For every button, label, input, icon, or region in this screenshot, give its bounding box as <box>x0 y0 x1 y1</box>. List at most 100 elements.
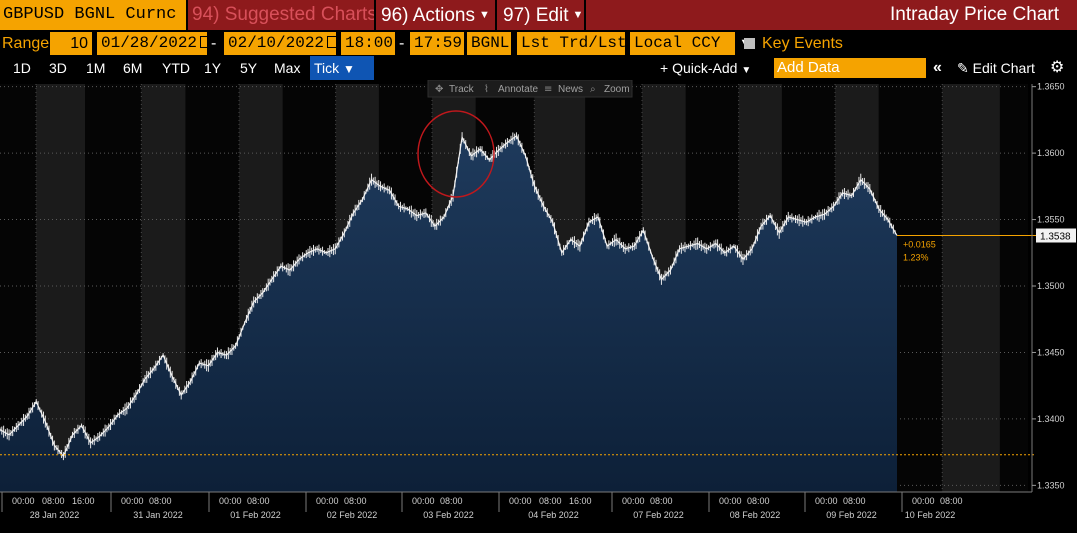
x-date-label: 04 Feb 2022 <box>528 510 579 520</box>
date-dash: - <box>211 35 217 52</box>
x-time-label: 00:00 <box>912 496 935 506</box>
divider <box>584 0 586 30</box>
add-data-input[interactable]: Add Data <box>774 58 926 78</box>
pencil-icon: ✎ <box>957 60 969 76</box>
x-date-label: 01 Feb 2022 <box>230 510 281 520</box>
settings-row: Range 10 01/28/2022 - 02/10/2022 18:00 -… <box>0 32 1077 55</box>
divider <box>186 0 188 30</box>
period-tab-max[interactable]: Max <box>274 60 301 76</box>
annotation-circle[interactable] <box>417 110 495 198</box>
x-time-label: 00:00 <box>509 496 532 506</box>
x-time-label: 08:00 <box>247 496 270 506</box>
x-date-label: 28 Jan 2022 <box>30 510 80 520</box>
edit-chart-label: Edit Chart <box>972 60 1035 76</box>
y-tick-label: 1.3600 <box>1037 148 1065 158</box>
x-time-label: 08:00 <box>650 496 673 506</box>
currency-select[interactable]: Local CCY <box>630 32 735 55</box>
price-area <box>0 135 897 493</box>
price-line <box>0 134 898 458</box>
x-time-label: 08:00 <box>42 496 65 506</box>
divider <box>495 0 497 30</box>
x-time-label: 08:00 <box>539 496 562 506</box>
divider <box>374 0 376 30</box>
x-date-label: 31 Jan 2022 <box>133 510 183 520</box>
x-time-label: 00:00 <box>316 496 339 506</box>
x-time-label: 00:00 <box>719 496 742 506</box>
annotate-tool[interactable]: Annotate <box>498 84 538 95</box>
day-session-band <box>942 84 1000 492</box>
news-icon[interactable]: ≡ <box>544 84 552 95</box>
x-time-label: 00:00 <box>622 496 645 506</box>
start-date-field[interactable]: 01/28/2022 <box>97 32 211 55</box>
collapse-double-chevron-icon[interactable]: « <box>933 59 942 76</box>
period-tab-1d[interactable]: 1D <box>13 60 31 76</box>
x-date-label: 08 Feb 2022 <box>730 510 781 520</box>
end-date-field[interactable]: 02/10/2022 <box>224 32 338 55</box>
function-bar: GBPUSD BGNL Curnc 94) Suggested Charts 9… <box>0 0 1077 30</box>
x-date-label: 07 Feb 2022 <box>633 510 684 520</box>
x-date-label: 10 Feb 2022 <box>905 510 956 520</box>
period-tab-6m[interactable]: 6M <box>123 60 143 76</box>
current-price-label: 1.3538 <box>1040 232 1071 243</box>
zoom-tool[interactable]: Zoom <box>604 84 630 95</box>
period-tab-1m[interactable]: 1M <box>86 60 106 76</box>
range-input[interactable]: 10 <box>50 32 92 55</box>
x-time-label: 08:00 <box>344 496 367 506</box>
tick-label: Tick <box>314 60 340 76</box>
period-tab-5y[interactable]: 5Y <box>240 60 258 76</box>
edit-label: 97) Edit <box>503 5 569 26</box>
current-price-box <box>1036 228 1076 243</box>
zoom-icon[interactable]: ⌕ <box>590 84 596 95</box>
x-time-label: 08:00 <box>149 496 172 506</box>
price-change-label: +0.0165 <box>903 240 936 250</box>
x-time-label: 00:00 <box>219 496 242 506</box>
x-time-label: 00:00 <box>121 496 144 506</box>
annotate-icon[interactable]: ⌇ <box>484 84 489 95</box>
intraday-price-chart[interactable]: +0.0165 1.23% ✥ Track ⌇ Annotate ≡ News ⌕ Zoom 1.3… <box>0 80 1077 533</box>
chart-toolbar: 1D 3D 1M 6M YTD 1Y 5Y Max Tick ▼ + Quick-Add ▼ … <box>0 56 1077 80</box>
start-time-input[interactable]: 18:00 <box>341 32 395 55</box>
key-events-label: Key Events <box>762 35 843 52</box>
tick-frequency-select[interactable]: Tick ▼ <box>310 56 374 80</box>
x-time-label: 00:00 <box>412 496 435 506</box>
x-time-label: 08:00 <box>940 496 963 506</box>
caret-down-icon: ▼ <box>479 9 490 21</box>
edit-menu[interactable]: 97) Edit ▼ <box>499 0 587 30</box>
security-ticker[interactable]: GBPUSD BGNL Curnc <box>0 0 188 30</box>
y-tick-label: 1.3650 <box>1037 82 1065 92</box>
edit-chart-button[interactable]: ✎ Edit Chart <box>957 56 1035 80</box>
track-icon[interactable]: ✥ <box>435 84 443 95</box>
time-dash: - <box>399 35 405 52</box>
end-time-input[interactable]: 17:59 <box>410 32 464 55</box>
actions-label: 96) Actions <box>381 5 475 26</box>
x-date-label: 09 Feb 2022 <box>826 510 877 520</box>
field-select[interactable]: Lst Trd/Lst P <box>517 32 625 55</box>
quick-add-label: + Quick-Add <box>660 60 738 76</box>
quick-add-button[interactable]: + Quick-Add ▼ <box>660 56 751 80</box>
actions-menu[interactable]: 96) Actions ▼ <box>377 0 498 30</box>
end-date-value: 02/10/2022 <box>228 34 325 52</box>
y-tick-label: 1.3450 <box>1037 347 1065 357</box>
period-tab-3d[interactable]: 3D <box>49 60 67 76</box>
x-date-label: 03 Feb 2022 <box>423 510 474 520</box>
chart-tools: ✥ Track ⌇ Annotate ≡ News ⌕ Zoom <box>427 80 633 98</box>
x-time-label: 16:00 <box>569 496 592 506</box>
x-time-label: 08:00 <box>843 496 866 506</box>
y-tick-label: 1.3400 <box>1037 414 1065 424</box>
key-events-checkbox[interactable] <box>744 38 755 49</box>
x-date-label: 02 Feb 2022 <box>327 510 378 520</box>
track-tool[interactable]: Track <box>449 84 475 95</box>
period-tab-ytd[interactable]: YTD <box>162 60 190 76</box>
y-tick-label: 1.3550 <box>1037 215 1065 225</box>
page-title: Intraday Price Chart <box>890 4 1059 25</box>
pricing-source-input[interactable]: BGNL <box>467 32 511 55</box>
calendar-icon[interactable] <box>200 36 211 48</box>
period-tab-1y[interactable]: 1Y <box>204 60 222 76</box>
start-date-value: 01/28/2022 <box>101 34 198 52</box>
news-tool[interactable]: News <box>558 84 583 95</box>
calendar-icon[interactable] <box>327 36 338 48</box>
gear-icon[interactable]: ⚙ <box>1050 59 1065 76</box>
x-time-label: 00:00 <box>815 496 838 506</box>
suggested-charts-menu[interactable]: 94) Suggested Charts <box>192 4 375 25</box>
x-time-label: 08:00 <box>440 496 463 506</box>
